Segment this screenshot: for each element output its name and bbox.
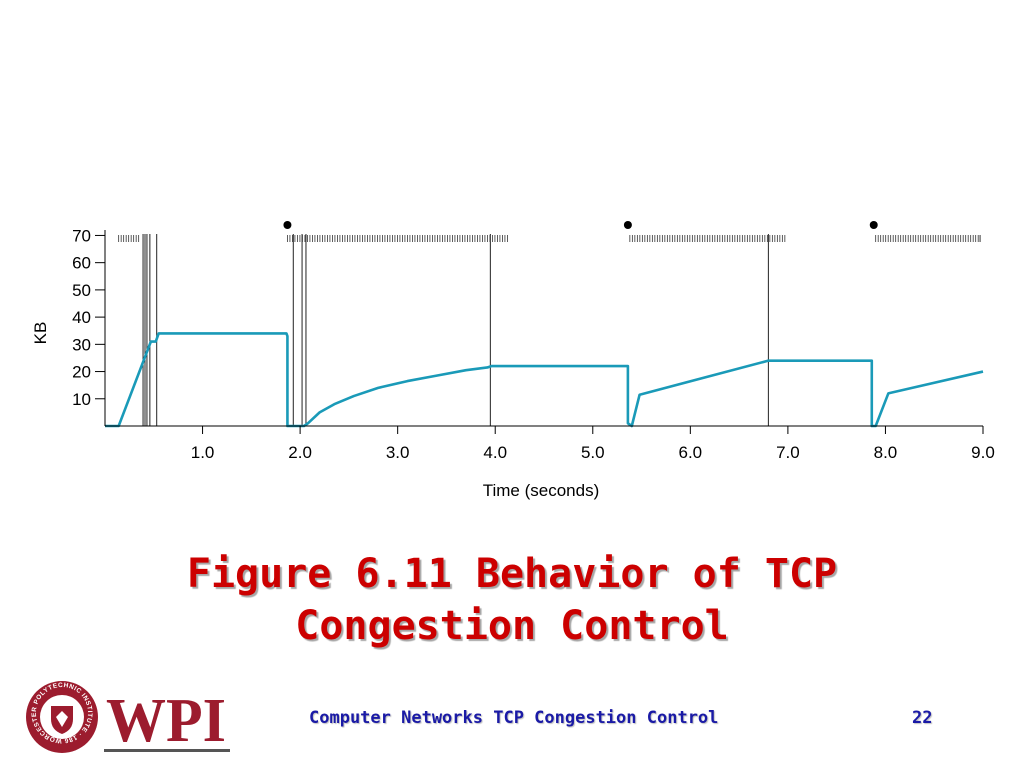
tcp-congestion-chart: 1.0 2.0 3.0 4.0 5.0 6.0 7.0 8.0 9.0 10 20 30 40 50 60 7… [31,221,995,500]
packet-tick-run [629,235,786,242]
x-tick-label: 2.0 [288,443,312,462]
packet-tick-run [875,235,979,242]
footer-page-number: 22 [912,708,933,728]
footer-course-title: Computer Networks TCP Congestion Control [309,708,719,728]
slide-title-line-2: Congestion Control [295,603,729,649]
y-tick-label: 50 [72,281,91,300]
y-tick-label: 20 [72,363,91,382]
x-tick-label: 1.0 [191,443,215,462]
x-tick-label: 7.0 [776,443,800,462]
packet-tick-run [287,235,508,242]
y-tick-label: 30 [72,335,91,354]
x-tick-label: 5.0 [581,443,605,462]
y-tick-label: 40 [72,308,91,327]
cwnd-series-line [105,332,984,428]
packet-tick-run [118,235,140,242]
timeout-dot [623,221,632,229]
x-tick-label: 3.0 [386,443,410,462]
x-tick-label: 6.0 [679,443,703,462]
x-tick-label: 4.0 [483,443,507,462]
slide-title: Figure 6.11 Behavior of TCP Congestion C… [0,548,1024,652]
seal-emblem-icon [56,711,68,727]
wpi-logo: WORCESTER POLYTECHNIC INSTITUTE · 1865 ·… [24,681,230,755]
wpi-logo-text: WPI [106,687,226,755]
y-tick-label: 60 [72,254,91,273]
logo-underline [104,749,230,752]
x-axis-label: Time (seconds) [483,481,600,500]
slide-title-line-1: Figure 6.11 Behavior of TCP [186,551,838,597]
y-tick-label: 10 [72,390,91,409]
timeout-dot [283,221,292,229]
timeout-dot [869,221,878,229]
x-tick-label: 8.0 [874,443,898,462]
x-tick-label: 9.0 [971,443,995,462]
y-axis-label: KB [31,322,50,345]
y-tick-label: 70 [72,226,91,245]
